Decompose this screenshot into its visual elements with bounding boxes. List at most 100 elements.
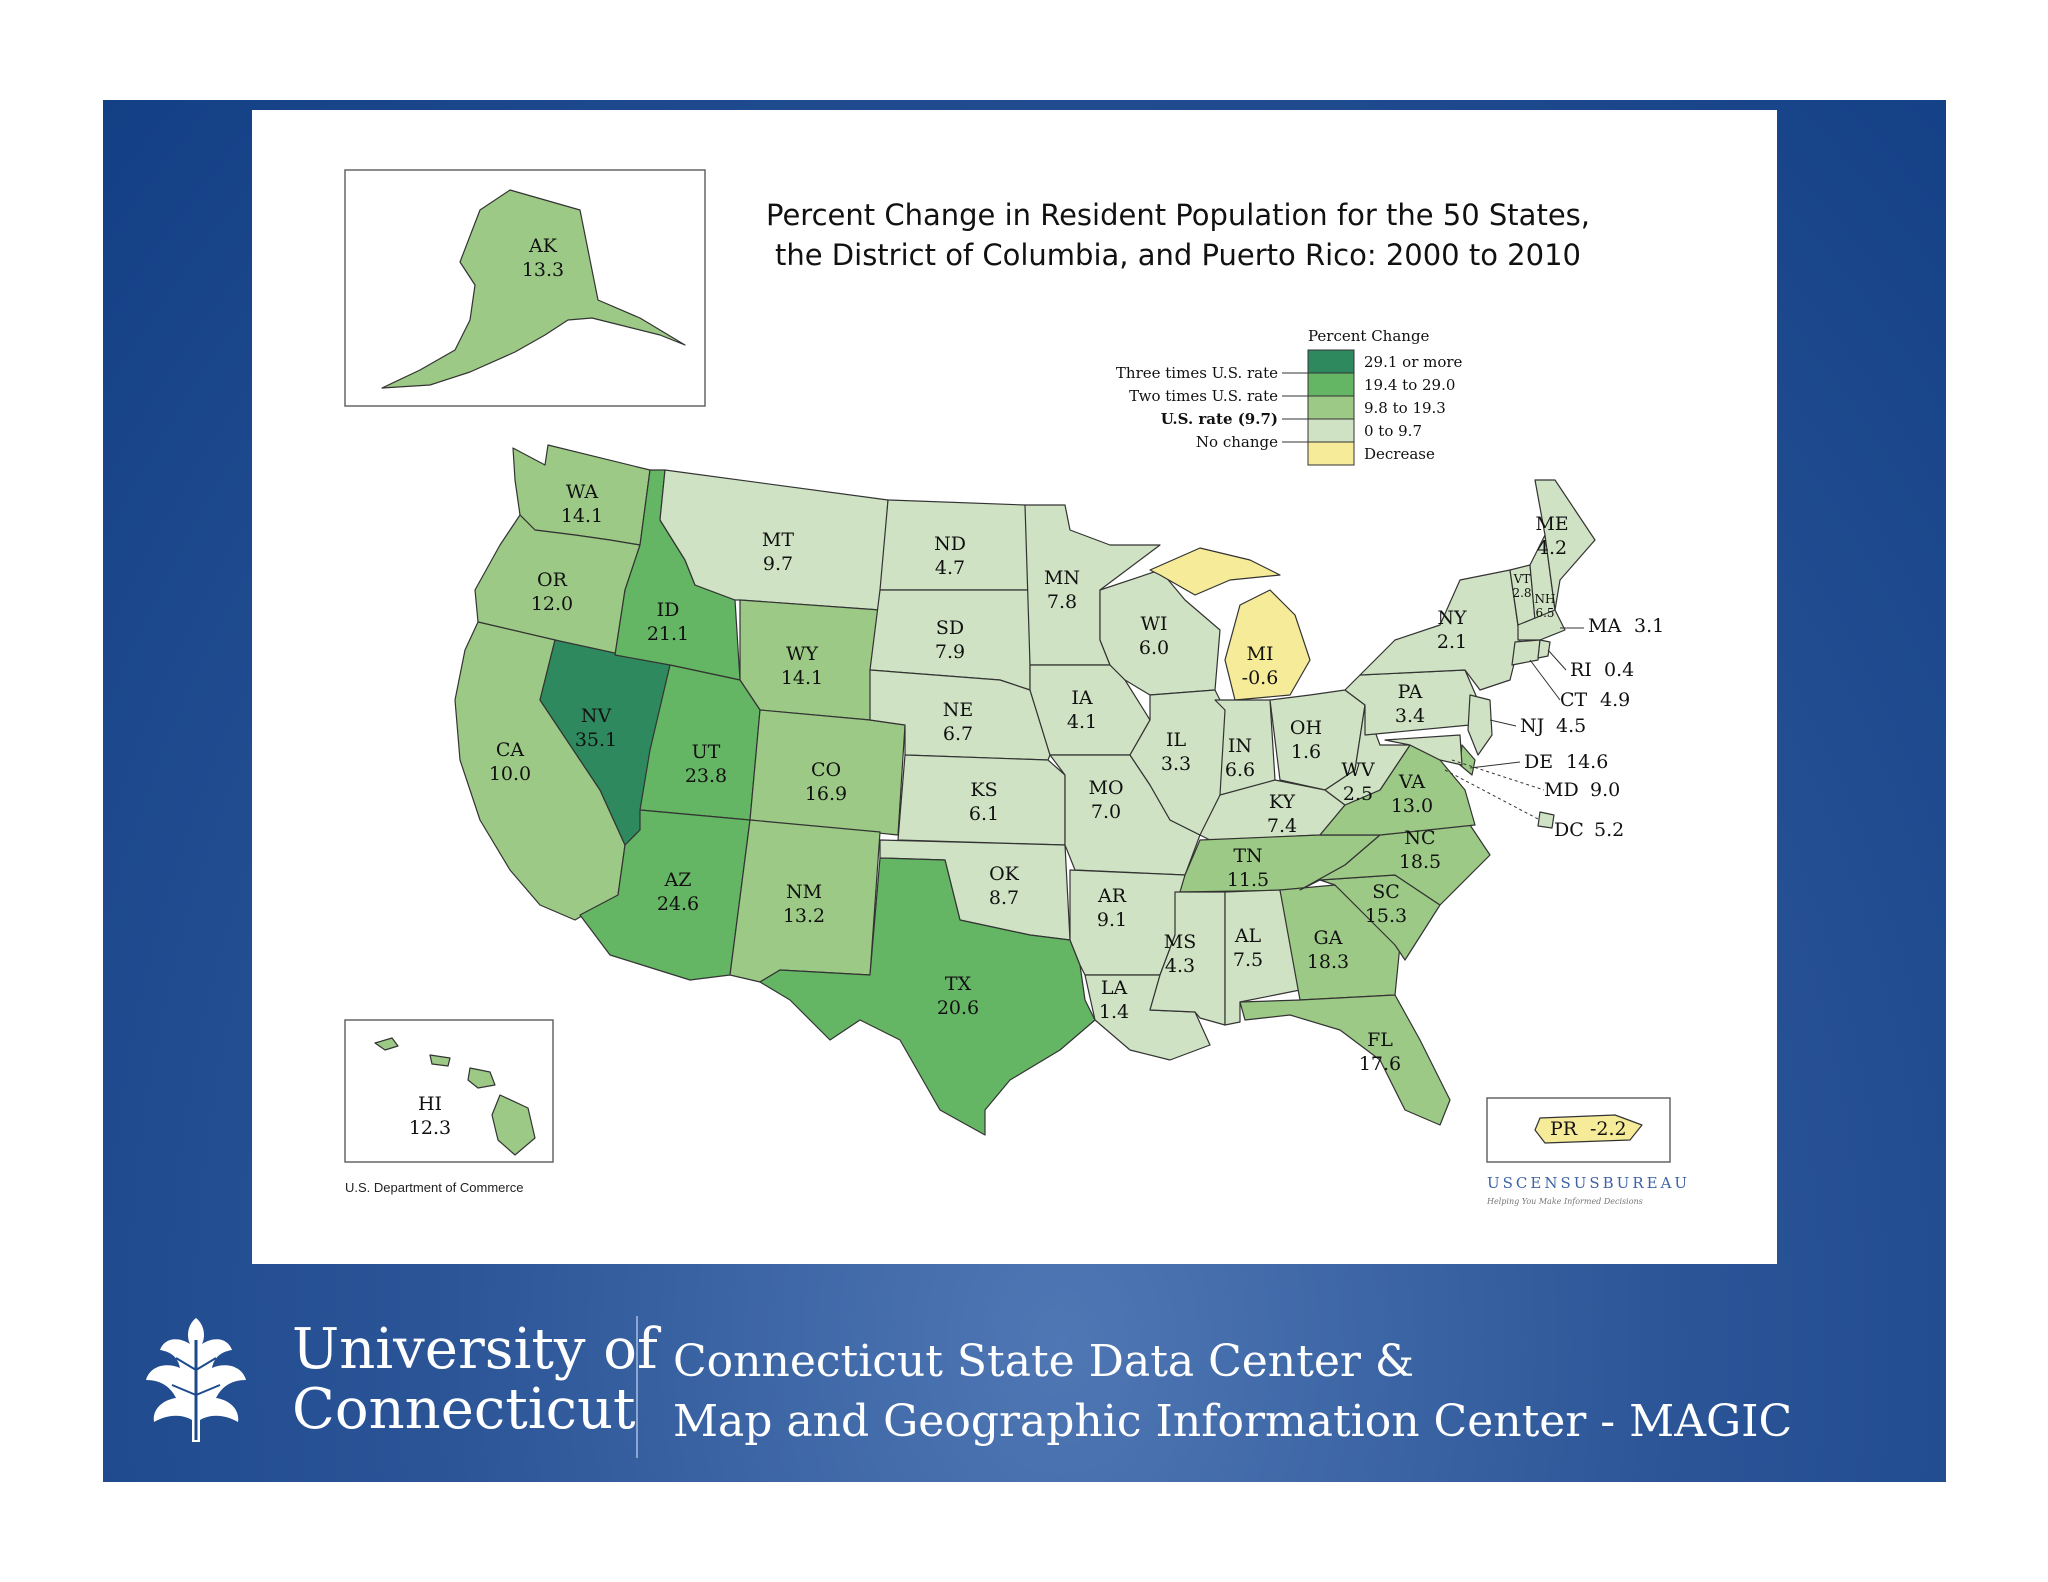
oak-leaf-icon (146, 1318, 246, 1442)
state-MA[interactable] (1517, 609, 1566, 641)
legend-label-3: 0 to 9.7 (1364, 422, 1422, 440)
state-NC[interactable] (1299, 824, 1491, 906)
label-IN-value: 6.6 (1225, 759, 1255, 781)
label-OH-value: 1.6 (1291, 741, 1321, 763)
legend: 29.1 or more 19.4 to 29.0 9.8 to 19.3 0 … (1116, 349, 1463, 466)
label-KS-abbr: KS (970, 779, 997, 801)
label-AK-abbr: AK (528, 235, 558, 257)
label-NE-abbr: NE (943, 699, 974, 721)
label-VA-abbr: VA (1398, 771, 1425, 793)
label-KS-value: 6.1 (969, 803, 999, 825)
label-KY-abbr: KY (1269, 791, 1296, 813)
label-MS-abbr: MS (1164, 931, 1196, 953)
label-ID-abbr: ID (657, 599, 680, 621)
label-OR-abbr: OR (537, 569, 568, 591)
footer-center-name: Connecticut State Data Center & Map and … (673, 1332, 1792, 1452)
label-VT-value: 2.8 (1512, 586, 1531, 600)
center-line1: Connecticut State Data Center & (673, 1336, 1415, 1387)
label-WV-abbr: WV (1341, 759, 1375, 781)
state-CT[interactable] (1511, 639, 1541, 666)
label-CA-abbr: CA (496, 739, 525, 761)
state-ME[interactable] (1534, 479, 1596, 611)
state-GA[interactable] (1279, 884, 1401, 1001)
label-HI-value: 12.3 (409, 1117, 451, 1139)
state-PR[interactable] (1534, 1114, 1643, 1144)
legend-swatch-1 (1307, 372, 1355, 397)
label-ID-value: 21.1 (647, 623, 689, 645)
label-MS-value: 4.3 (1165, 955, 1195, 977)
label-IA-value: 4.1 (1067, 711, 1097, 733)
label-SC-value: 15.3 (1365, 905, 1407, 927)
footer-divider (636, 1316, 638, 1458)
legend-marker-three-times: Three times U.S. rate (1116, 364, 1278, 382)
label-PR-value: -2.2 (1590, 1118, 1627, 1140)
state-CO[interactable] (749, 709, 906, 836)
label-TN-abbr: TN (1233, 845, 1262, 867)
label-FL-value: 17.6 (1359, 1053, 1401, 1075)
label-ND-value: 4.7 (935, 557, 965, 579)
state-HI-island-molokai[interactable] (429, 1054, 451, 1067)
label-NV-value: 35.1 (575, 729, 617, 751)
legend-swatch-4 (1307, 441, 1355, 466)
label-DC-value: 5.2 (1594, 819, 1624, 841)
state-MI[interactable] (1224, 589, 1311, 701)
label-OK-value: 8.7 (989, 887, 1019, 909)
leader-lines (1444, 627, 1584, 821)
label-CT-value: 4.9 (1600, 689, 1630, 711)
university-wordmark: University of Connecticut (292, 1320, 658, 1440)
label-NH-abbr: NH (1535, 592, 1556, 606)
state-HI-island-maui[interactable] (467, 1067, 496, 1089)
state-MI-upper[interactable] (1149, 547, 1281, 596)
label-NJ-value: 4.5 (1556, 715, 1586, 737)
state-AK[interactable] (381, 189, 686, 389)
label-MI-value: -0.6 (1242, 667, 1279, 689)
label-KY-value: 7.4 (1267, 815, 1297, 837)
label-OK-abbr: OK (989, 863, 1020, 885)
legend-label-1: 19.4 to 29.0 (1364, 376, 1455, 394)
census-bureau-logo: USCENSUSBUREAU (1487, 1174, 1690, 1192)
state-WV[interactable] (1324, 704, 1411, 806)
state-TX[interactable] (759, 857, 1096, 1136)
label-TX-value: 20.6 (937, 997, 979, 1019)
label-AR-abbr: AR (1097, 885, 1127, 907)
state-FL[interactable] (1239, 994, 1451, 1126)
state-RI[interactable] (1537, 639, 1551, 659)
state-HI-island-oahu[interactable] (374, 1037, 399, 1051)
state-DC[interactable] (1537, 811, 1555, 829)
census-tagline: Helping You Make Informed Decisions (1486, 1197, 1643, 1206)
label-CA-value: 10.0 (489, 763, 531, 785)
legend-swatch-3 (1307, 418, 1355, 443)
label-AL-abbr: AL (1234, 925, 1262, 947)
label-CO-value: 16.9 (805, 783, 847, 805)
label-WV-value: 2.5 (1343, 783, 1373, 805)
label-CT-abbr: CT (1560, 689, 1588, 711)
label-UT-value: 23.8 (685, 765, 727, 787)
label-NE-value: 6.7 (943, 723, 973, 745)
state-NJ[interactable] (1467, 694, 1493, 756)
label-MA-abbr: MA (1588, 615, 1621, 637)
label-MN-abbr: MN (1044, 567, 1080, 589)
label-MN-value: 7.8 (1047, 591, 1077, 613)
label-OR-value: 12.0 (531, 593, 573, 615)
label-MA-value: 3.1 (1634, 615, 1664, 637)
alaska-inset (344, 169, 706, 407)
state-HI-island-hawaii[interactable] (491, 1094, 536, 1156)
label-HI-abbr: HI (418, 1093, 442, 1115)
label-AL-value: 7.5 (1233, 949, 1263, 971)
legend-marker-no-change: No change (1196, 433, 1278, 451)
legend-swatch-0 (1307, 349, 1355, 374)
state-MD[interactable] (1384, 734, 1463, 766)
label-MO-value: 7.0 (1091, 801, 1121, 823)
label-MO-abbr: MO (1088, 777, 1123, 799)
label-GA-abbr: GA (1314, 927, 1343, 949)
label-CO-abbr: CO (811, 759, 841, 781)
label-SD-abbr: SD (936, 617, 964, 639)
label-LA-abbr: LA (1101, 977, 1128, 999)
label-TX-abbr: TX (945, 973, 972, 995)
label-MT-value: 9.7 (763, 553, 793, 575)
label-WA-value: 14.1 (561, 505, 603, 527)
label-DC-abbr: DC (1554, 819, 1584, 841)
label-IL-abbr: IL (1166, 729, 1187, 751)
label-WY-abbr: WY (786, 643, 819, 665)
